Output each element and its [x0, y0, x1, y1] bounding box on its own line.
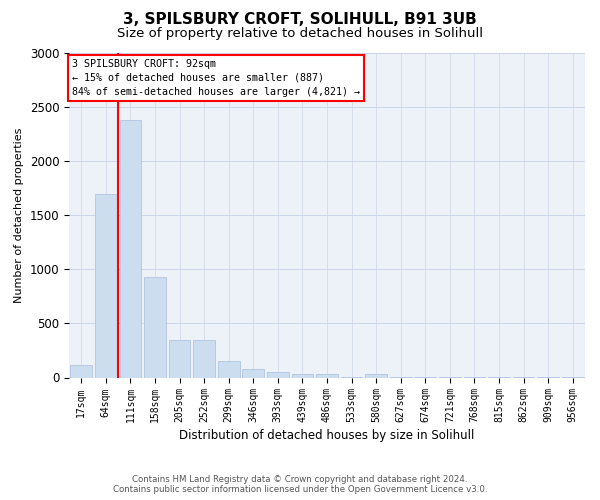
- Bar: [464, 377, 485, 378]
- X-axis label: Distribution of detached houses by size in Solihull: Distribution of detached houses by size …: [179, 430, 475, 442]
- Bar: [95, 194, 116, 378]
- Bar: [218, 360, 239, 378]
- Bar: [341, 377, 362, 378]
- Bar: [193, 340, 215, 378]
- Y-axis label: Number of detached properties: Number of detached properties: [14, 128, 24, 302]
- Bar: [513, 377, 535, 378]
- Bar: [439, 377, 461, 378]
- Bar: [242, 369, 264, 378]
- Bar: [538, 377, 559, 378]
- Bar: [415, 377, 436, 378]
- Bar: [119, 120, 141, 378]
- Text: 3, SPILSBURY CROFT, SOLIHULL, B91 3UB: 3, SPILSBURY CROFT, SOLIHULL, B91 3UB: [123, 12, 477, 28]
- Bar: [169, 340, 190, 378]
- Bar: [70, 365, 92, 378]
- Bar: [390, 377, 412, 378]
- Bar: [365, 374, 387, 378]
- Bar: [267, 372, 289, 378]
- Bar: [488, 377, 510, 378]
- Text: Size of property relative to detached houses in Solihull: Size of property relative to detached ho…: [117, 28, 483, 40]
- Text: 3 SPILSBURY CROFT: 92sqm
← 15% of detached houses are smaller (887)
84% of semi-: 3 SPILSBURY CROFT: 92sqm ← 15% of detach…: [71, 59, 359, 97]
- Bar: [292, 374, 313, 378]
- Text: Contains HM Land Registry data © Crown copyright and database right 2024.
Contai: Contains HM Land Registry data © Crown c…: [113, 474, 487, 494]
- Bar: [316, 374, 338, 378]
- Bar: [562, 377, 584, 378]
- Bar: [144, 277, 166, 378]
